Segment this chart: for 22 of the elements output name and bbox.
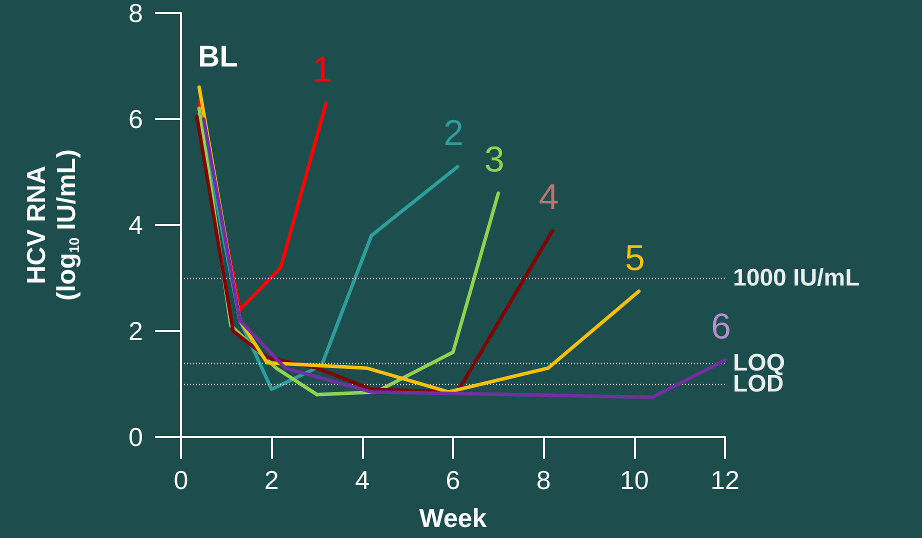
- series-label: 4: [538, 176, 559, 217]
- series-label: 1: [312, 48, 332, 90]
- series-label: 3: [484, 138, 504, 180]
- y-tick-label: 4: [128, 210, 143, 240]
- y-tick-label: 2: [128, 316, 143, 346]
- y-tick-label: 6: [128, 104, 143, 134]
- x-tick-label: 6: [446, 465, 460, 495]
- y-tick-label: 8: [128, 0, 143, 28]
- series-label: 6: [711, 306, 732, 347]
- x-tick-label: 12: [710, 465, 740, 495]
- annotation: BL: [198, 40, 238, 74]
- series-label: 5: [624, 236, 645, 278]
- x-tick-label: 2: [264, 465, 279, 495]
- series-label: 2: [444, 112, 464, 154]
- x-tick-label: 10: [620, 465, 649, 495]
- y-tick-label: 0: [128, 422, 143, 452]
- x-tick-label: 4: [355, 465, 370, 495]
- ref-line-label: LOQ: [733, 349, 785, 376]
- x-tick-label: 0: [174, 465, 188, 495]
- ref-line-label: 1000 IU/mL: [733, 264, 860, 292]
- x-tick-label: 8: [536, 465, 551, 495]
- x-axis-title: Week: [419, 503, 488, 533]
